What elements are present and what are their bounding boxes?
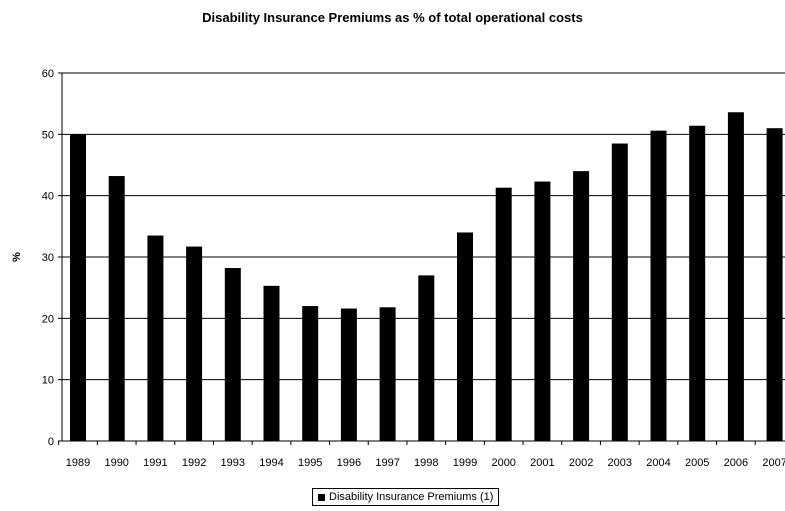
y-tick-label: 50 <box>42 129 54 141</box>
bar <box>147 235 164 441</box>
bar <box>418 275 435 441</box>
x-tick-label: 1999 <box>453 457 477 469</box>
legend: Disability Insurance Premiums (1) <box>312 488 500 506</box>
legend-swatch <box>318 493 325 501</box>
bar <box>689 125 706 441</box>
x-tick-label: 1998 <box>414 457 438 469</box>
bar <box>573 171 590 441</box>
x-tick-label: 2000 <box>491 457 515 469</box>
x-tick-label: 2004 <box>646 457 670 469</box>
y-tick-label: 20 <box>42 313 54 325</box>
x-tick-label: 1992 <box>182 457 206 469</box>
x-tick-label: 1989 <box>66 457 90 469</box>
x-tick-label: 1993 <box>221 457 245 469</box>
bar <box>186 246 203 441</box>
x-tick-label: 1996 <box>337 457 361 469</box>
bar <box>70 134 86 442</box>
y-axis-title: % <box>11 252 23 262</box>
y-tick-label: 30 <box>42 252 54 264</box>
bar <box>108 176 125 442</box>
bar <box>263 285 280 441</box>
y-tick-label: 10 <box>42 375 54 387</box>
bar <box>302 306 319 441</box>
bar <box>224 268 241 441</box>
bar <box>457 232 473 441</box>
bar <box>340 308 357 441</box>
y-tick-label: 40 <box>42 191 54 203</box>
x-tick-label: 2007 <box>762 457 785 469</box>
legend-label: Disability Insurance Premiums (1) <box>329 491 494 503</box>
x-tick-label: 2006 <box>724 457 748 469</box>
x-tick-label: 2001 <box>530 457 554 469</box>
x-tick-label: 1997 <box>375 457 399 469</box>
x-tick-label: 1991 <box>143 457 167 469</box>
x-tick-label: 1995 <box>298 457 322 469</box>
bar <box>766 128 783 441</box>
bar <box>379 307 396 441</box>
x-tick-label: 2002 <box>569 457 593 469</box>
chart-title: Disability Insurance Premiums as % of to… <box>202 10 583 25</box>
plot-area: 0 10 20 30 40 50 60% 1989 1990 1991 1992 1993 1994 19… <box>11 68 785 469</box>
x-tick-label: 2003 <box>608 457 632 469</box>
x-tick-label: 1990 <box>104 457 128 469</box>
x-tick-label: 1994 <box>259 457 283 469</box>
bar <box>611 143 628 442</box>
bar <box>495 187 512 441</box>
bar <box>534 181 551 441</box>
y-tick-label: 60 <box>42 68 54 80</box>
bar <box>650 130 667 442</box>
bar <box>727 112 744 442</box>
x-tick-label: 2005 <box>685 457 709 469</box>
y-tick-label: 0 <box>48 436 54 448</box>
